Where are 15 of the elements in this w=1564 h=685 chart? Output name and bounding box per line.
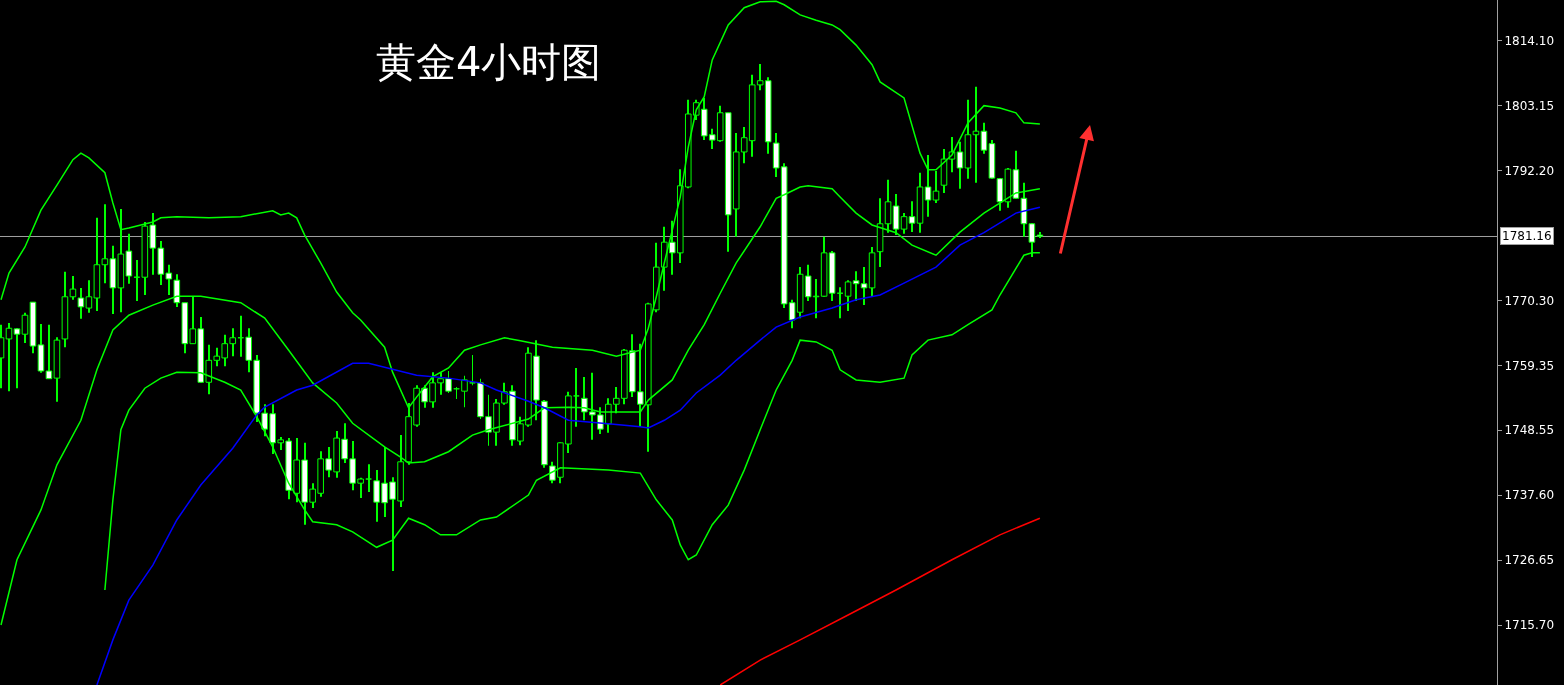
- y-tick-label: 1737.60: [1504, 488, 1555, 503]
- candlestick: [573, 368, 580, 427]
- line-series: [719, 517, 1041, 685]
- y-tick-label: 1792.20: [1504, 164, 1555, 179]
- ref-line-label: 1781.16: [1502, 229, 1552, 243]
- y-tick-label: 1814.10: [1504, 34, 1555, 49]
- y-tick-label: 1803.15: [1504, 99, 1555, 114]
- y-tick-label: 1748.55: [1504, 423, 1555, 438]
- y-tick-label: 1715.70: [1504, 618, 1555, 633]
- y-tick-label: 1770.30: [1504, 294, 1555, 309]
- line-series: [96, 206, 1041, 685]
- y-tick-label: 1726.65: [1504, 553, 1555, 568]
- text: 黄金4小时图: [376, 38, 602, 85]
- y-tick-label: 1759.35: [1504, 359, 1555, 374]
- candlestick: [365, 464, 372, 493]
